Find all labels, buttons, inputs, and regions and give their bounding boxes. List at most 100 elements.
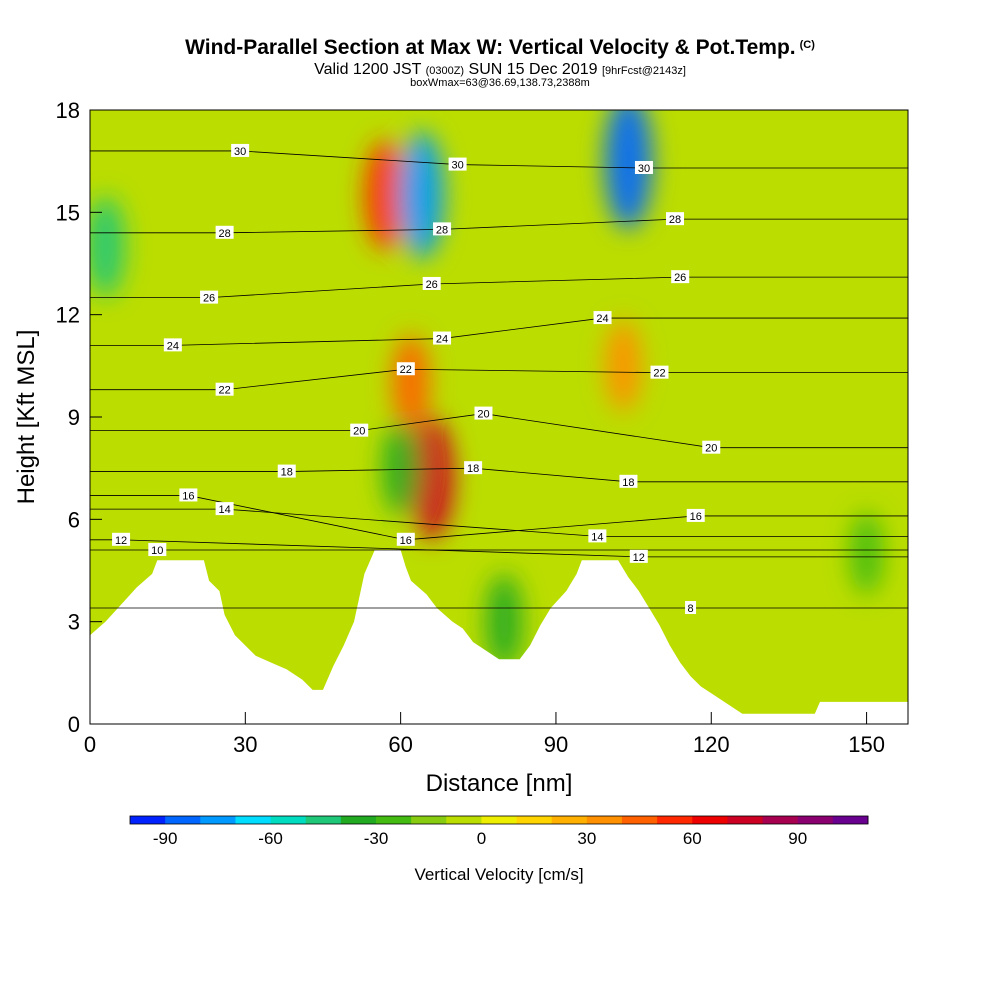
theta-contour-label-text: 26 bbox=[674, 272, 686, 284]
theta-contour-label-box bbox=[148, 543, 167, 557]
theta-contour-label-box bbox=[433, 222, 452, 236]
theta-contour-label-text: 28 bbox=[669, 214, 681, 226]
theta-contour-label: 24 bbox=[163, 338, 182, 352]
colorbar-swatch bbox=[200, 816, 236, 824]
y-tick-label: 9 bbox=[68, 405, 80, 430]
theta-contour-label-text: 16 bbox=[182, 490, 194, 502]
theta-contour-label-text: 14 bbox=[218, 504, 230, 516]
chart-valid-time: Valid 1200 JST (0300Z) SUN 15 Dec 2019 [… bbox=[314, 61, 686, 78]
theta-contour-label: 16 bbox=[396, 532, 415, 547]
colorbar-swatch bbox=[411, 816, 447, 824]
theta-contour-label: 20 bbox=[350, 423, 369, 438]
theta-contour-label-box bbox=[396, 532, 415, 546]
theta-contour-label: 30 bbox=[448, 157, 467, 172]
x-tick-label: 120 bbox=[693, 732, 730, 757]
theta-contour-label-text: 20 bbox=[353, 426, 365, 438]
theta-contour-label-box bbox=[685, 601, 697, 615]
theta-contour-label: 24 bbox=[593, 311, 612, 325]
colorbar-label: 60 bbox=[683, 829, 702, 848]
theta-contour bbox=[90, 539, 908, 558]
colorbar-swatch bbox=[305, 816, 342, 824]
colorbar-label: -30 bbox=[364, 829, 389, 848]
theta-contour-label-box bbox=[593, 311, 612, 325]
colorbar-label: 30 bbox=[577, 829, 596, 848]
y-tick-label: 15 bbox=[56, 200, 80, 225]
theta-contour-label-box bbox=[666, 212, 685, 226]
theta-contour bbox=[90, 508, 908, 537]
x-tick-label: 30 bbox=[233, 732, 257, 757]
colorbar-swatch bbox=[446, 816, 482, 824]
y-tick-label: 3 bbox=[68, 610, 80, 635]
colorbar-label: -60 bbox=[258, 829, 283, 848]
velocity-field bbox=[90, 110, 884, 670]
theta-contour-label: 18 bbox=[277, 464, 296, 479]
colorbar-swatch bbox=[586, 816, 623, 824]
theta-contour-label-box bbox=[112, 532, 131, 546]
theta-contour-label: 18 bbox=[464, 461, 483, 475]
theta-contour-label-text: 18 bbox=[622, 477, 634, 489]
theta-contour-label: 12 bbox=[629, 549, 648, 564]
theta-contour-label-box bbox=[588, 529, 607, 543]
theta-contour-label-box bbox=[629, 549, 648, 563]
theta-contour-label: 26 bbox=[671, 270, 690, 284]
colorbar-swatch bbox=[516, 816, 553, 824]
velocity-core bbox=[485, 573, 523, 670]
colorbar-label: 90 bbox=[788, 829, 807, 848]
theta-contour-label-box bbox=[277, 464, 296, 478]
theta-contour-label-box bbox=[422, 276, 441, 290]
theta-contour-label: 28 bbox=[433, 222, 452, 236]
colorbar-label: -90 bbox=[153, 829, 178, 848]
theta-contour-label-text: 26 bbox=[426, 279, 438, 291]
colorbar-swatch bbox=[165, 816, 201, 824]
velocity-core bbox=[364, 140, 406, 251]
theta-contour-label-box bbox=[686, 508, 705, 522]
theta-contour-label-text: 10 bbox=[151, 545, 163, 557]
theta-contour-label-text: 20 bbox=[477, 409, 489, 421]
theta-contour-label: 20 bbox=[702, 440, 721, 455]
theta-contour-label-text: 16 bbox=[690, 511, 702, 523]
colorbar-swatch bbox=[551, 816, 588, 824]
velocity-core bbox=[392, 334, 430, 431]
theta-contour-label: 24 bbox=[433, 331, 452, 346]
theta-contour-label-text: 22 bbox=[218, 385, 230, 397]
colorbar-label: 0 bbox=[477, 829, 486, 848]
theta-contour-label: 10 bbox=[148, 543, 167, 557]
colorbar-frame bbox=[129, 815, 869, 825]
theta-contour-label-text: 24 bbox=[167, 340, 179, 352]
colorbar-title: Vertical Velocity [cm/s] bbox=[414, 865, 583, 884]
velocity-core bbox=[409, 416, 455, 540]
y-tick-label: 18 bbox=[56, 98, 80, 123]
theta-contour-label-text: 30 bbox=[234, 146, 246, 158]
theta-contour-label-box bbox=[474, 406, 493, 420]
theta-contour-label-box bbox=[200, 290, 219, 304]
terrain bbox=[90, 550, 908, 724]
theta-contour-label-box bbox=[179, 488, 198, 502]
chart-box-info: boxWmax=63@36.69,138.73,2388m bbox=[410, 77, 590, 89]
theta-contour-label: 22 bbox=[215, 382, 234, 397]
theta-contour-label-box bbox=[671, 270, 690, 284]
theta-contour-label: 16 bbox=[179, 488, 198, 502]
theta-contour-label: 26 bbox=[200, 290, 219, 305]
theta-contour-label: 16 bbox=[686, 508, 705, 523]
x-axis-title: Distance [nm] bbox=[426, 770, 573, 797]
theta-contour-label-text: 24 bbox=[436, 334, 448, 346]
colorbar-swatch bbox=[622, 816, 658, 824]
theta-contour-label-box bbox=[231, 143, 250, 157]
colorbar-swatch bbox=[832, 816, 869, 824]
theta-contour-label: 14 bbox=[588, 529, 607, 543]
theta-contour-label: 22 bbox=[396, 362, 415, 376]
theta-contour-label-box bbox=[215, 382, 234, 396]
theta-contour-label-box bbox=[448, 157, 467, 171]
theta-contour-label-box bbox=[619, 474, 638, 488]
copyright-mark: (C) bbox=[799, 39, 815, 51]
theta-contour-label: 30 bbox=[634, 160, 653, 175]
theta-contour-label-text: 18 bbox=[467, 463, 479, 475]
theta-contour-label-text: 26 bbox=[203, 293, 215, 305]
colorbar-swatch bbox=[762, 816, 799, 824]
theta-contour-label: 30 bbox=[231, 143, 250, 158]
theta-contour-label: 20 bbox=[474, 406, 493, 421]
chart-title: Wind-Parallel Section at Max W: Vertical… bbox=[185, 36, 815, 59]
theta-contour-label-text: 30 bbox=[638, 163, 650, 175]
theta-contour-label-text: 28 bbox=[218, 228, 230, 240]
